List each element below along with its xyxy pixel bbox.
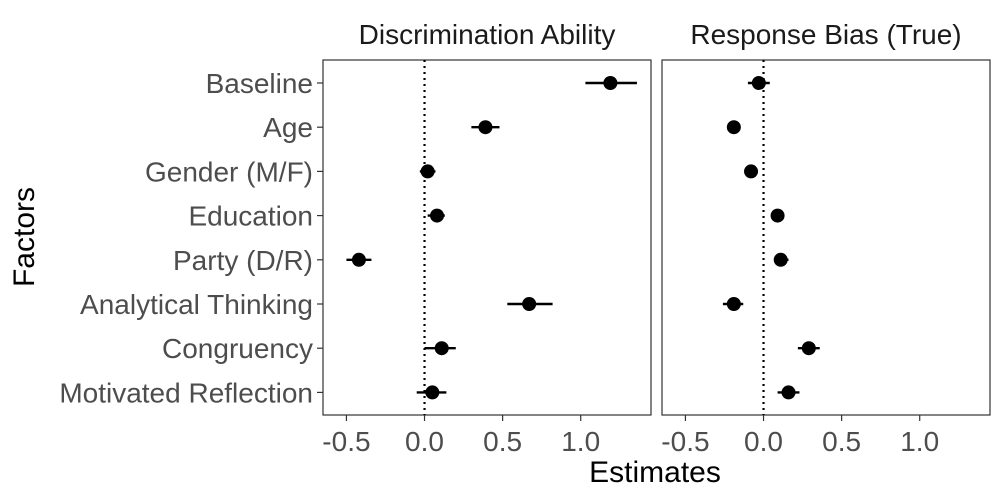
panel-border xyxy=(322,59,652,416)
x-tick-label: -0.5 xyxy=(322,426,370,457)
panel-1: Discrimination Ability -0.5 0.0 0.5 1.0 xyxy=(322,19,652,457)
x-tick-label: 0.5 xyxy=(822,426,861,457)
factor-label: Age xyxy=(263,112,313,143)
panel-2: Response Bias (True) -0.5 0.0 0.5 1.0 xyxy=(661,19,991,457)
factor-label: Congruency xyxy=(162,333,313,364)
estimate-point xyxy=(770,208,785,223)
factor-label: Motivated Reflection xyxy=(59,377,313,408)
panel-title: Response Bias (True) xyxy=(690,19,961,50)
estimate-point xyxy=(522,297,537,311)
x-tick-label: 0.0 xyxy=(405,426,444,457)
panel-border xyxy=(661,59,991,416)
panel-title: Discrimination Ability xyxy=(359,19,616,50)
y-axis-title: Factors xyxy=(8,187,41,287)
factor-label: Education xyxy=(188,201,313,232)
estimate-point xyxy=(425,385,440,400)
estimate-point xyxy=(478,120,493,135)
estimate-point xyxy=(726,297,741,311)
estimate-point xyxy=(801,341,816,356)
estimate-point xyxy=(744,164,759,179)
estimate-point xyxy=(420,164,435,179)
x-tick-label: 1.0 xyxy=(900,426,939,457)
factor-label: Baseline xyxy=(206,68,313,99)
x-axis-title: Estimates xyxy=(589,456,721,489)
factor-label: Gender (M/F) xyxy=(145,156,313,187)
panels: Discrimination Ability-0.5 0.0 0.5 1.0Respo… xyxy=(322,19,991,457)
x-tick-label: 1.0 xyxy=(561,426,600,457)
estimate-point xyxy=(751,76,766,90)
estimate-point xyxy=(726,120,741,135)
factor-label: Party (D/R) xyxy=(173,245,313,276)
x-tick-label: 0.0 xyxy=(744,426,783,457)
factor-labels: Baseline Age Gender (M/F) Education Party (D… xyxy=(59,68,323,408)
factor-label: Analytical Thinking xyxy=(80,289,313,320)
estimate-point xyxy=(773,252,788,267)
estimate-point xyxy=(603,76,618,90)
x-tick-label: -0.5 xyxy=(661,426,709,457)
estimate-point xyxy=(430,208,445,223)
x-tick-label: 0.5 xyxy=(483,426,522,457)
estimate-point xyxy=(781,385,796,400)
estimate-point xyxy=(434,341,449,356)
estimate-point xyxy=(351,252,366,267)
